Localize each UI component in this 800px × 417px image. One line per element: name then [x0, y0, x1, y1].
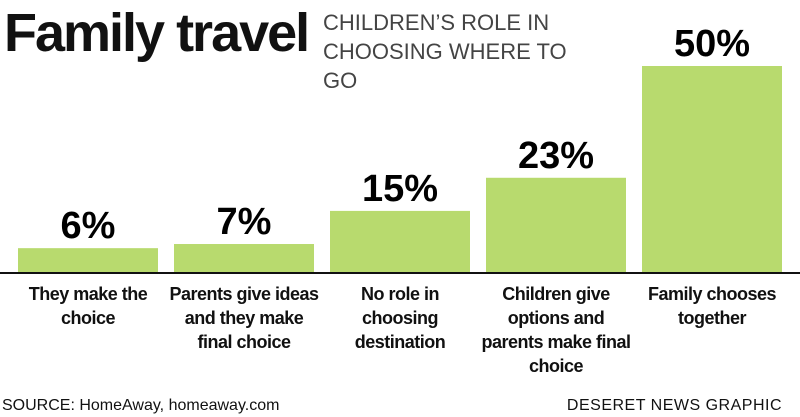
value-label: 6%: [61, 205, 116, 247]
category-label: Children give options and parents make f…: [481, 284, 631, 376]
chart-subtitle: CHILDREN’S ROLE IN CHOOSING WHERE TO GO: [323, 10, 567, 93]
bar: [642, 66, 782, 273]
bar: [486, 177, 626, 273]
credit-note: DESERET NEWS GRAPHIC: [566, 397, 782, 414]
value-label: 50%: [674, 23, 750, 65]
value-label: 7%: [217, 201, 272, 243]
category-label: Family chooses together: [647, 284, 777, 328]
category-label: They make the choice: [28, 284, 148, 328]
category-label: Parents give ideas and they make final c…: [169, 284, 319, 352]
value-label: 23%: [518, 135, 594, 177]
bar: [330, 210, 470, 273]
category-label: No role in choosing destination: [354, 284, 446, 352]
bar: [18, 248, 158, 273]
chart-title: Family travel: [4, 3, 310, 63]
bar: [174, 244, 314, 273]
value-label: 15%: [362, 168, 438, 210]
source-note: SOURCE: HomeAway, homeaway.com: [2, 397, 280, 414]
